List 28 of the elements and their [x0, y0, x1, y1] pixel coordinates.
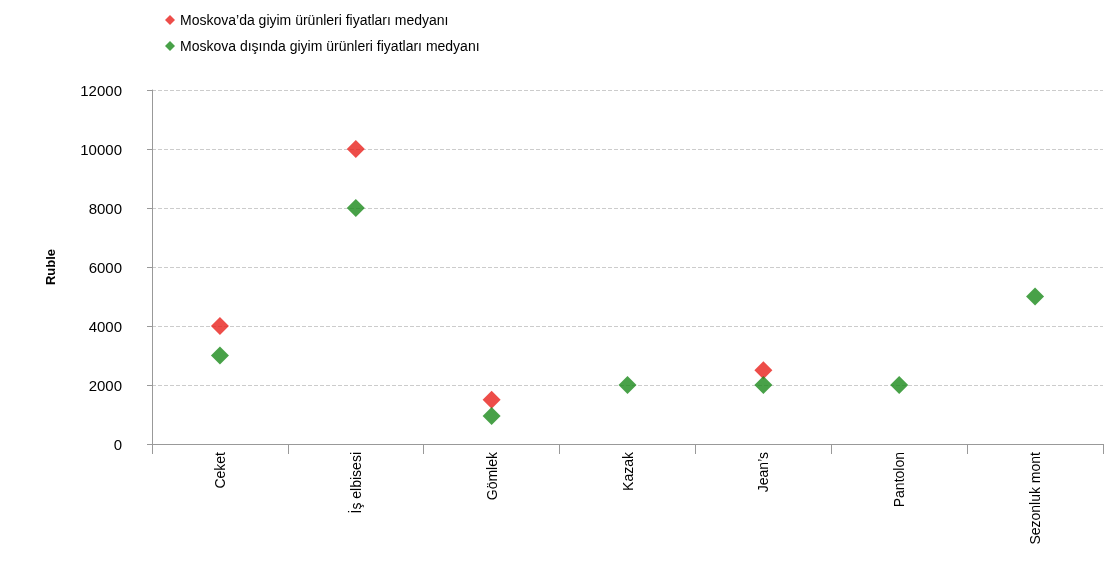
- point: [482, 390, 501, 409]
- x-tick-label: İş elbisesi: [346, 452, 364, 514]
- point: [346, 199, 365, 217]
- point: [1026, 287, 1045, 306]
- legend-label: Moskova’da giyim ürünleri fiyatları medyanı: [180, 12, 449, 28]
- y-tick-label: 4000: [88, 317, 122, 335]
- x-tick-label: Kazak: [619, 451, 636, 491]
- y-tick-label: 8000: [88, 199, 122, 217]
- y-tick-label: 0: [113, 435, 122, 453]
- y-tick-label: 2000: [88, 376, 122, 394]
- y-tick-label: 10000: [80, 140, 122, 158]
- point: [210, 317, 229, 335]
- y-tick-label: 12000: [80, 81, 122, 99]
- point: [210, 346, 229, 365]
- y-axis-title: Ruble: [43, 248, 58, 286]
- point: [754, 376, 773, 394]
- x-tick-label: Jean’s: [755, 452, 772, 493]
- x-tick-label: Ceket: [211, 451, 228, 489]
- x-tick-label: Gömlek: [483, 451, 500, 501]
- legend-label: Moskova dışında giyim ürünleri fiyatları medyanı: [180, 38, 480, 54]
- point: [346, 140, 365, 158]
- point: [618, 376, 637, 394]
- point: [754, 361, 773, 380]
- x-tick-label: Sezonluk mont: [1027, 451, 1044, 545]
- y-tick-label: 6000: [88, 258, 122, 276]
- x-tick-label: Pantolon: [891, 452, 908, 508]
- point: [890, 376, 909, 394]
- point: [482, 406, 501, 425]
